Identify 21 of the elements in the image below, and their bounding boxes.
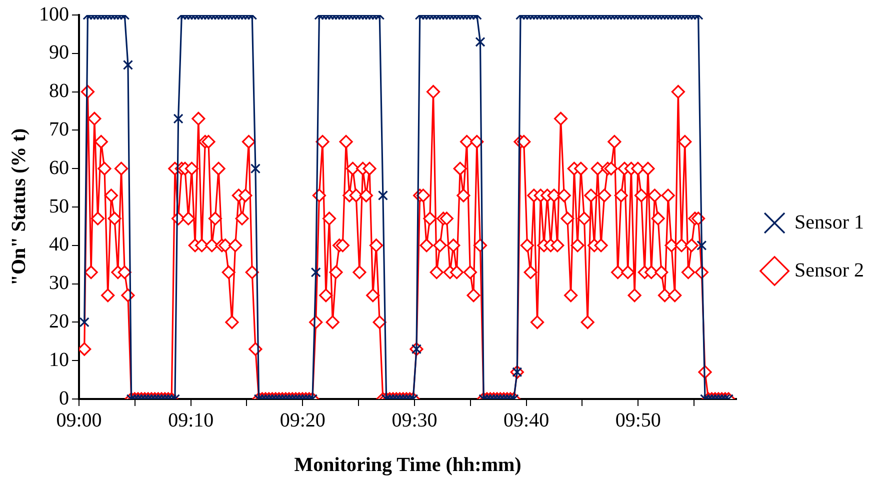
- y-tick-label: 90: [49, 42, 69, 64]
- legend-label: Sensor 1: [794, 211, 864, 234]
- y-tick-label: 100: [39, 3, 69, 26]
- x-tick-label: 09:10: [168, 409, 214, 432]
- y-tick-label: 40: [49, 234, 69, 256]
- x-tick-label: 09:20: [280, 409, 326, 432]
- y-tick-label: 0: [59, 387, 69, 410]
- x-tick-label: 09:50: [615, 409, 661, 432]
- x-tick-label: 09:40: [504, 409, 550, 432]
- y-tick-label: 20: [49, 310, 69, 332]
- y-tick-label: 30: [49, 272, 69, 294]
- y-tick-label: 50: [49, 195, 69, 218]
- legend-label: Sensor 2: [794, 259, 864, 282]
- y-tick-label: 80: [49, 80, 69, 102]
- y-axis-title: "On" Status (% t): [8, 128, 30, 286]
- y-tick-label: 70: [49, 118, 69, 140]
- x-tick-label: 09:30: [392, 409, 438, 432]
- y-tick-label: 10: [49, 348, 69, 371]
- x-tick-label: 09:00: [56, 409, 102, 432]
- x-axis-title: Monitoring Time (hh:mm): [294, 454, 522, 476]
- y-tick-label: 60: [49, 156, 69, 179]
